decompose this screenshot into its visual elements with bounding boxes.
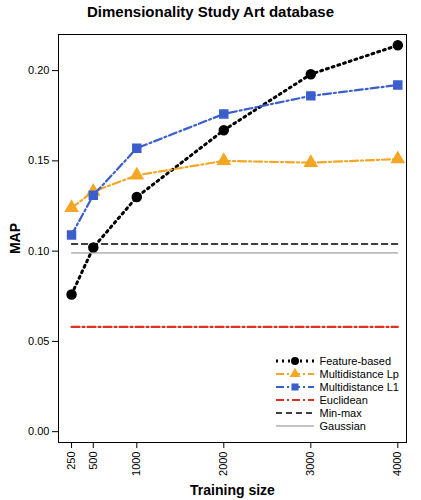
html-text:Min-max: Min-max bbox=[319, 406, 362, 419]
svg-text:0.20: 0.20 bbox=[28, 64, 49, 76]
svg-text:0.10: 0.10 bbox=[28, 245, 49, 257]
svg-text:500: 500 bbox=[87, 452, 99, 470]
svg-text:250: 250 bbox=[65, 452, 77, 470]
html-text:Feature-based: Feature-based bbox=[319, 354, 391, 367]
html-text:Dimensionality Study Art datab: Dimensionality Study Art database bbox=[87, 3, 334, 20]
html-text:Multidistance L1: Multidistance L1 bbox=[319, 380, 399, 393]
html-text:Multidistance Lp: Multidistance Lp bbox=[319, 367, 399, 380]
svg-text:Training size: Training size bbox=[190, 482, 275, 498]
svg-text:0.15: 0.15 bbox=[28, 154, 49, 166]
svg-text:2000: 2000 bbox=[217, 452, 229, 476]
svg-text:3000: 3000 bbox=[304, 452, 316, 476]
svg-text:0.05: 0.05 bbox=[28, 335, 49, 347]
svg-text:4000: 4000 bbox=[391, 452, 403, 476]
html-text:Gaussian: Gaussian bbox=[319, 419, 366, 432]
svg-text:MAP: MAP bbox=[7, 223, 23, 254]
svg-text:1000: 1000 bbox=[130, 452, 142, 476]
svg-text:0.00: 0.00 bbox=[28, 425, 49, 437]
html-text:Euclidean: Euclidean bbox=[319, 393, 368, 406]
